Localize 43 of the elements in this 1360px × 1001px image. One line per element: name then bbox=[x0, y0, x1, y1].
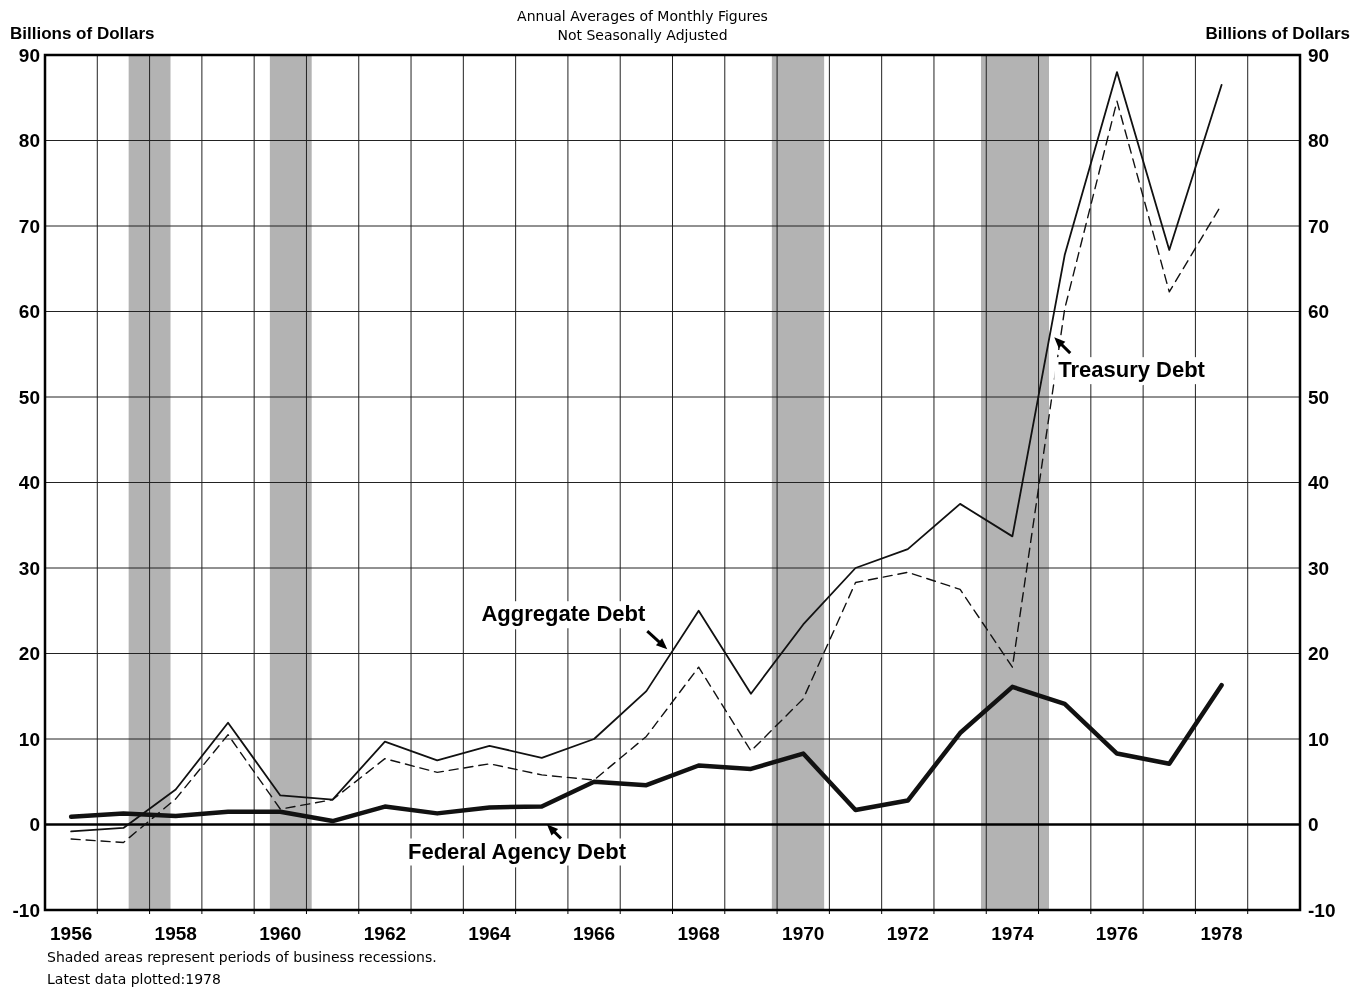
y-tick-label: 90 bbox=[18, 44, 40, 66]
y2-tick-label: 40 bbox=[1308, 472, 1330, 494]
y-tick-label: 10 bbox=[18, 728, 40, 750]
x-tick-label: 1966 bbox=[572, 923, 616, 944]
y2-tick-label: 70 bbox=[1308, 215, 1330, 237]
y2-tick-label: 20 bbox=[1308, 643, 1330, 665]
y-tick-label: 80 bbox=[18, 130, 40, 152]
chart-title: Annual Averages of Monthly Figures bbox=[517, 8, 768, 24]
x-tick-label: 1960 bbox=[259, 923, 302, 944]
y-axis-title: Billions of Dollars bbox=[10, 24, 155, 43]
y-tick-label: 60 bbox=[18, 301, 40, 323]
annotation: Aggregate Debt bbox=[481, 601, 646, 627]
x-tick-label: 1976 bbox=[1095, 923, 1139, 944]
text: Shaded areas represent periods of business recessions. bbox=[47, 949, 437, 965]
x-tick-label: 1968 bbox=[677, 923, 720, 944]
y2-tick-label: 80 bbox=[1308, 130, 1330, 152]
y2-tick-label: 30 bbox=[1308, 557, 1330, 579]
y-tick-label: 70 bbox=[18, 215, 40, 237]
annotation: Treasury Debt bbox=[1058, 357, 1206, 383]
x-tick-label: 1964 bbox=[468, 923, 512, 944]
x-tick-label: 1974 bbox=[991, 923, 1034, 944]
x-tick-label: 1962 bbox=[363, 923, 407, 944]
y2-tick-label: 50 bbox=[1308, 386, 1330, 408]
x-tick-label: 1958 bbox=[154, 923, 197, 944]
y2-tick-label: -10 bbox=[1308, 899, 1336, 921]
y-tick-label: 0 bbox=[29, 814, 40, 836]
chart-subtitle: Not Seasonally Adjusted bbox=[557, 27, 728, 43]
x-tick-label: 1970 bbox=[782, 923, 825, 944]
y2-tick-label: 60 bbox=[1308, 301, 1330, 323]
y-tick-label: 20 bbox=[18, 643, 40, 665]
x-tick-label: 1956 bbox=[50, 923, 93, 944]
y2-tick-label: 0 bbox=[1308, 814, 1319, 836]
y2-tick-label: 90 bbox=[1308, 44, 1330, 66]
y2-axis-title: Billions of Dollars bbox=[1205, 24, 1350, 43]
text: Latest data plotted:1978 bbox=[47, 971, 221, 987]
y2-tick-label: 10 bbox=[1308, 728, 1330, 750]
y-tick-label: 40 bbox=[18, 472, 40, 494]
y-tick-label: 30 bbox=[18, 557, 40, 579]
y-tick-label: 50 bbox=[18, 386, 40, 408]
annotation: Federal Agency Debt bbox=[407, 838, 627, 864]
x-tick-label: 1978 bbox=[1200, 923, 1243, 944]
x-tick-label: 1972 bbox=[886, 923, 929, 944]
y-tick-label: -10 bbox=[12, 899, 40, 921]
